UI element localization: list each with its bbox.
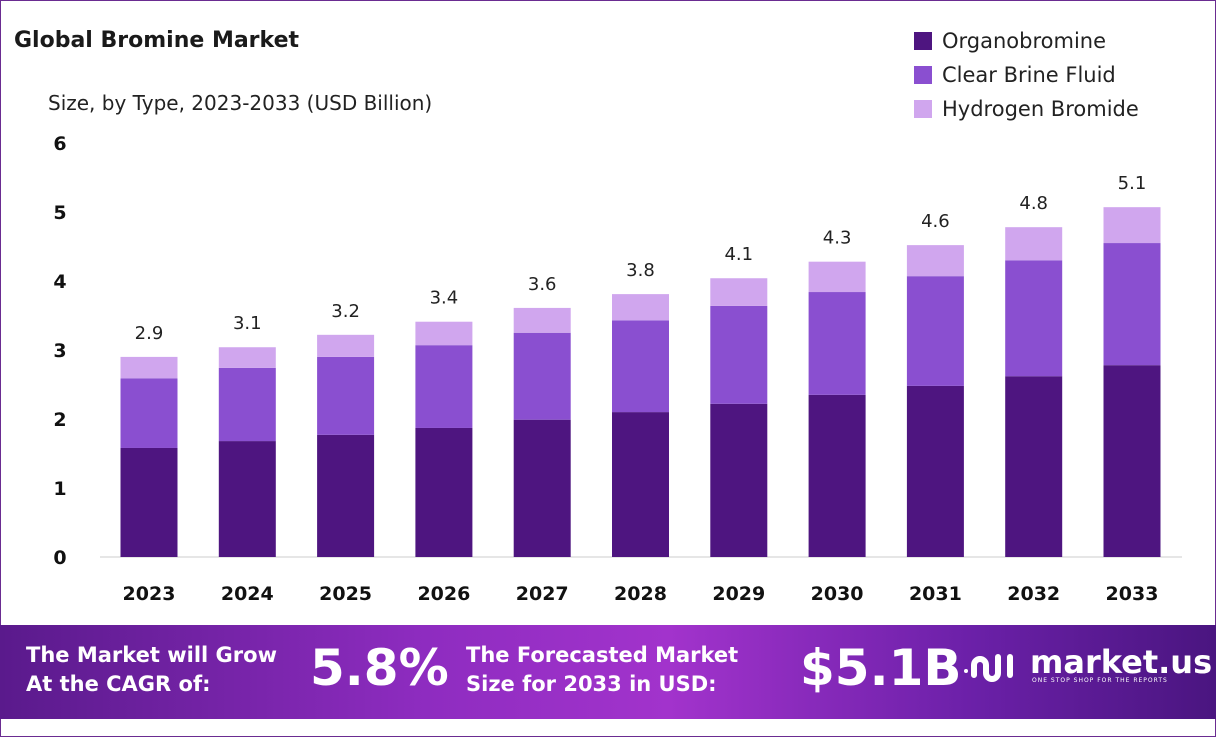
bar-segment-organobromine [513,419,571,557]
bar-segment-clear-brine-fluid [808,292,866,395]
total-data-label: 4.6 [921,211,950,232]
bar-segment-clear-brine-fluid [1103,243,1161,366]
forecast-label-line2: Size for 2033 in USD: [466,672,717,696]
x-tick-label: 2030 [811,583,864,605]
bar-segment-organobromine [612,412,669,557]
forecast-label: The Forecasted Market Size for 2033 in US… [466,641,738,699]
legend-label: Hydrogen Bromide [942,97,1139,121]
total-data-label: 3.6 [528,274,557,295]
bar-chart: 0 1 2 3 4 5 6 2.9 2023 3.1 2024 3.2 2025 3.4 2026 3.6 20… [53,133,1182,605]
summary-banner: The Market will Grow At the CAGR of: 5.8%… [0,625,1216,719]
x-tick-label: 2029 [712,583,765,605]
cagr-label: The Market will Grow At the CAGR of: [26,641,277,699]
y-tick-label: 4 [53,271,66,293]
total-data-label: 3.2 [331,301,360,322]
bar-segment-organobromine [710,403,768,557]
bar-segment-hydrogen-bromide [1005,227,1063,261]
bar-segment-organobromine [1103,365,1161,557]
bar-segment-clear-brine-fluid [513,332,571,420]
y-tick-label: 6 [53,133,66,155]
forecast-label-line1: The Forecasted Market [466,643,739,667]
legend-label: Clear Brine Fluid [942,63,1116,87]
total-data-label: 3.1 [233,313,262,334]
bar-segment-hydrogen-bromide [513,307,571,333]
bar-segment-hydrogen-bromide [120,356,178,379]
bar-segment-clear-brine-fluid [218,367,276,442]
total-data-label: 3.8 [626,260,655,281]
bar-segment-organobromine [906,385,964,557]
bar-segment-clear-brine-fluid [906,276,964,386]
bar-segment-organobromine [317,434,375,557]
chart-title: Global Bromine Market [14,28,300,53]
y-tick-label: 5 [53,202,66,224]
bar-segment-hydrogen-bromide [808,261,866,293]
logo-text: market.us [1030,642,1213,681]
legend-item-clear-brine-fluid: Clear Brine Fluid [914,58,1139,92]
bar-segment-hydrogen-bromide [415,321,473,346]
cagr-label-line2: At the CAGR of: [26,672,211,696]
bar-segment-hydrogen-bromide [906,245,964,277]
logo-tagline: ONE STOP SHOP FOR THE REPORTS [1032,676,1168,684]
bar-segment-clear-brine-fluid [612,320,669,413]
forecast-value: $5.1B [800,639,962,697]
bar-segment-hydrogen-bromide [1103,207,1161,244]
cagr-label-line1: The Market will Grow [26,643,277,667]
y-tick-label: 0 [53,547,66,569]
bar-segment-organobromine [120,447,178,557]
bar-segment-clear-brine-fluid [415,345,473,428]
legend-swatch [914,100,932,118]
x-tick-label: 2024 [221,583,274,605]
x-tick-label: 2025 [319,583,372,605]
bar-segment-organobromine [1005,376,1063,557]
x-tick-label: 2026 [417,583,470,605]
bar-segment-hydrogen-bromide [710,278,768,306]
total-data-label: 4.1 [724,244,753,265]
bar-segment-clear-brine-fluid [1005,260,1063,377]
total-data-label: 3.4 [430,288,459,309]
bar-segment-hydrogen-bromide [612,294,669,321]
legend-item-hydrogen-bromide: Hydrogen Bromide [914,92,1139,126]
bar-segment-organobromine [218,441,276,557]
total-data-label: 2.9 [135,323,164,344]
legend-swatch [914,66,932,84]
bar-segment-clear-brine-fluid [710,305,768,404]
bar-segment-organobromine [415,427,473,557]
legend-swatch [914,32,932,50]
bar-segment-hydrogen-bromide [317,334,375,357]
legend-label: Organobromine [942,29,1107,53]
total-data-label: 4.8 [1019,193,1048,214]
bar-segment-hydrogen-bromide [218,347,276,368]
logo-icon [964,654,1013,682]
bar-segment-clear-brine-fluid [120,378,178,448]
market-us-logo: market.us ONE STOP SHOP FOR THE REPORTS [960,645,1212,685]
bar-segment-clear-brine-fluid [317,356,375,435]
bar-segment-organobromine [808,394,866,557]
x-tick-label: 2028 [614,583,667,605]
x-tick-label: 2027 [516,583,569,605]
x-tick-label: 2031 [909,583,962,605]
x-tick-label: 2033 [1106,583,1159,605]
cagr-value: 5.8% [310,639,449,697]
legend: Organobromine Clear Brine Fluid Hydrogen… [914,24,1139,126]
y-tick-label: 3 [53,340,66,362]
x-tick-label: 2023 [123,583,176,605]
x-tick-label: 2032 [1007,583,1060,605]
y-tick-label: 1 [53,478,66,500]
legend-item-organobromine: Organobromine [914,24,1139,58]
total-data-label: 5.1 [1118,173,1147,194]
total-data-label: 4.3 [823,228,852,249]
chart-subtitle: Size, by Type, 2023-2033 (USD Billion) [48,91,433,115]
y-tick-label: 2 [53,409,66,431]
